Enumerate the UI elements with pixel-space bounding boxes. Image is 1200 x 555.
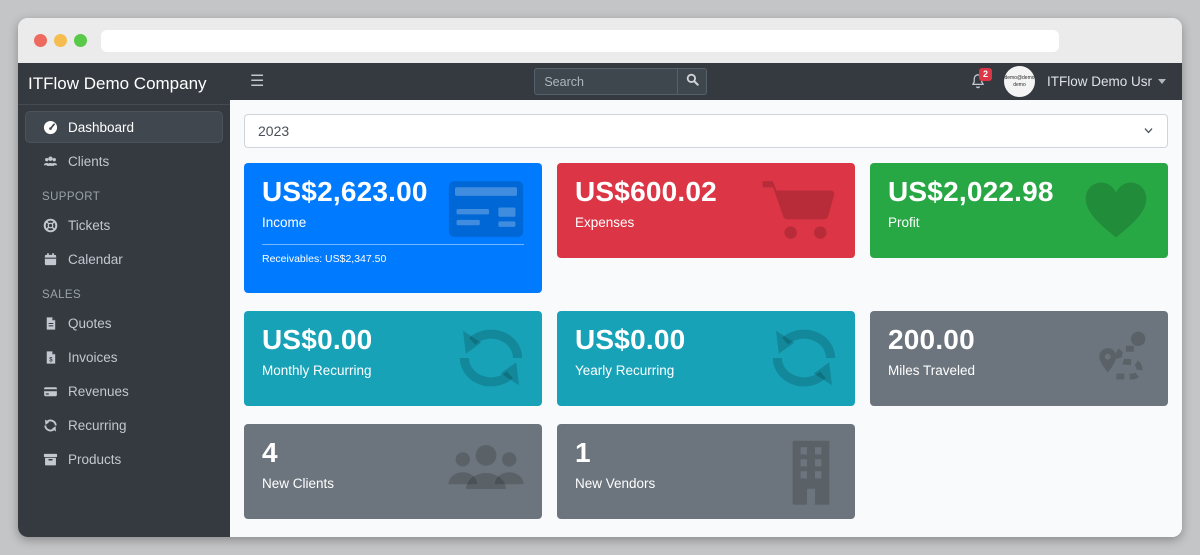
credit-card-icon	[42, 383, 58, 399]
card-value: 4	[262, 437, 278, 468]
card-value: US$0.00	[575, 324, 686, 355]
card-yearly-recurring: US$0.00 Yearly Recurring	[557, 311, 855, 406]
sidebar-item-label: Calendar	[68, 251, 123, 267]
search-icon	[686, 73, 699, 91]
summary-cards: US$2,623.00 Income Receivables: US$2,347…	[244, 163, 1168, 519]
card-new-clients: 4 New Clients	[244, 424, 542, 519]
card-label: New Vendors	[575, 475, 656, 491]
sidebar: ITFlow Demo Company Dashboard Clients SU…	[18, 63, 230, 537]
card-expenses: US$600.02 Expenses	[557, 163, 855, 258]
sidebar-item-label: Quotes	[68, 315, 112, 331]
card-value: 200.00	[888, 324, 975, 355]
sidebar-item-calendar[interactable]: Calendar	[25, 243, 223, 275]
card-value: US$0.00	[262, 324, 373, 355]
box-icon	[42, 451, 58, 467]
sidebar-item-revenues[interactable]: Revenues	[25, 375, 223, 407]
file-quote-icon	[42, 315, 58, 331]
user-menu[interactable]: ITFlow Demo Usr	[1047, 74, 1166, 89]
card-label: Income	[262, 214, 307, 230]
sidebar-menu: Dashboard Clients SUPPORT Tickets	[18, 105, 230, 483]
sync-icon	[769, 326, 839, 390]
card-footer: Receivables: US$2,347.50	[262, 243, 524, 265]
search-input[interactable]	[534, 68, 678, 95]
card-miles-traveled: 200.00 Miles Traveled	[870, 311, 1168, 406]
dashboard-content: 2023 US$2,623.00 Income Receivables: US$…	[230, 100, 1182, 537]
credit-card-icon	[446, 178, 526, 240]
sidebar-item-label: Clients	[68, 153, 110, 169]
avatar[interactable]: demo@demo demo	[1003, 66, 1035, 97]
sidebar-section-header-support: SUPPORT	[42, 191, 101, 203]
top-navbar: ☰ 2	[230, 63, 1182, 100]
sidebar-section-header-sales: SALES	[42, 289, 82, 301]
card-label: New Clients	[262, 475, 335, 491]
tachometer-icon	[42, 119, 58, 135]
card-value: 1	[575, 437, 591, 468]
sidebar-item-label: Recurring	[68, 417, 127, 433]
card-profit: US$2,022.98 Profit	[870, 163, 1168, 258]
card-value: US$2,022.98	[888, 176, 1054, 207]
sidebar-item-products[interactable]: Products	[25, 443, 223, 475]
card-income: US$2,623.00 Income Receivables: US$2,347…	[244, 163, 542, 293]
route-icon	[1086, 326, 1152, 390]
sidebar-item-tickets[interactable]: Tickets	[25, 209, 223, 241]
card-new-vendors: 1 New Vendors	[557, 424, 855, 519]
svg-text:$: $	[49, 356, 53, 363]
sidebar-item-label: Dashboard	[68, 119, 135, 135]
card-value: US$600.02	[575, 176, 717, 207]
card-value: US$2,623.00	[262, 176, 428, 207]
card-label: Miles Traveled	[888, 362, 976, 378]
sidebar-item-quotes[interactable]: Quotes	[25, 307, 223, 339]
notification-count-badge: 2	[978, 68, 992, 81]
sync-icon	[42, 417, 58, 433]
users-icon	[42, 153, 58, 169]
sidebar-item-label: Products	[68, 451, 122, 467]
sidebar-item-label: Tickets	[68, 217, 111, 233]
search-button[interactable]	[677, 68, 708, 95]
life-ring-icon	[42, 217, 58, 233]
search-bar	[534, 68, 708, 95]
chevron-down-icon	[1158, 79, 1166, 84]
chevron-down-icon	[1143, 123, 1154, 139]
avatar-text-line1: demo@demo	[1004, 75, 1035, 81]
notifications-button[interactable]: 2	[970, 68, 992, 90]
sidebar-item-recurring[interactable]: Recurring	[25, 409, 223, 441]
sidebar-item-dashboard[interactable]: Dashboard	[25, 111, 223, 143]
browser-window: ITFlow Demo Company Dashboard Clients SU…	[18, 18, 1182, 537]
sidebar-toggle-icon[interactable]: ☰	[250, 72, 265, 90]
card-label: Profit	[888, 214, 920, 230]
close-button[interactable]	[34, 34, 47, 47]
card-label: Monthly Recurring	[262, 362, 372, 378]
building-icon	[783, 439, 839, 505]
sidebar-item-label: Invoices	[68, 349, 118, 365]
year-select[interactable]: 2023	[244, 114, 1168, 148]
browser-address-bar[interactable]	[101, 29, 1059, 52]
zoom-button[interactable]	[74, 34, 87, 47]
sidebar-item-label: Revenues	[68, 383, 129, 399]
card-monthly-recurring: US$0.00 Monthly Recurring	[244, 311, 542, 406]
sidebar-item-invoices[interactable]: $ Invoices	[25, 341, 223, 373]
sidebar-item-clients[interactable]: Clients	[25, 145, 223, 177]
sync-icon	[456, 326, 526, 390]
calendar-icon	[42, 251, 58, 267]
users-icon	[446, 439, 526, 499]
avatar-text-line2: demo	[1013, 81, 1026, 88]
card-label: Yearly Recurring	[575, 362, 675, 378]
year-select-value: 2023	[258, 123, 290, 139]
minimize-button[interactable]	[54, 34, 67, 47]
company-brand[interactable]: ITFlow Demo Company	[18, 63, 230, 105]
shopping-cart-icon	[761, 178, 839, 242]
file-invoice-dollar-icon: $	[42, 349, 58, 365]
heart-icon	[1080, 178, 1152, 242]
user-menu-label: ITFlow Demo Usr	[1046, 74, 1152, 89]
browser-titlebar	[18, 18, 1182, 63]
card-label: Expenses	[575, 214, 635, 230]
